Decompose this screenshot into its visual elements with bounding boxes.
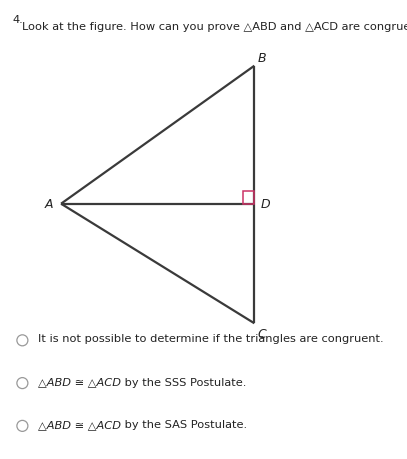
Text: by the SSS Postulate.: by the SSS Postulate. <box>121 377 246 387</box>
Text: △ABD ≅ △ACD: △ABD ≅ △ACD <box>38 377 121 387</box>
Text: 4.: 4. <box>12 15 23 25</box>
Text: D: D <box>261 198 271 211</box>
Text: C: C <box>257 327 266 340</box>
Text: △ABD ≅ △ACD: △ABD ≅ △ACD <box>38 420 121 430</box>
Text: B: B <box>257 52 266 65</box>
Text: Look at the figure. How can you prove △ABD and △ACD are congruent?: Look at the figure. How can you prove △A… <box>22 22 407 32</box>
Text: It is not possible to determine if the triangles are congruent.: It is not possible to determine if the t… <box>38 334 384 344</box>
Text: A: A <box>45 198 53 211</box>
Bar <box>243 191 254 204</box>
Text: by the SAS Postulate.: by the SAS Postulate. <box>121 420 247 430</box>
